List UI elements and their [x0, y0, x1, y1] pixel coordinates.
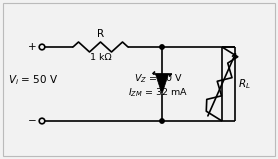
Text: $V_Z$ = 10 V: $V_Z$ = 10 V [134, 73, 182, 85]
Text: $I_{ZM}$ = 32 mA: $I_{ZM}$ = 32 mA [128, 87, 188, 99]
Text: −: − [28, 116, 36, 126]
Text: $V_i$ = 50 V: $V_i$ = 50 V [8, 73, 58, 87]
Polygon shape [155, 74, 168, 94]
Text: R: R [97, 29, 104, 39]
Text: $R_L$: $R_L$ [238, 77, 251, 91]
Circle shape [160, 119, 164, 123]
Circle shape [160, 45, 164, 49]
Text: +: + [28, 42, 36, 52]
Text: 1 kΩ: 1 kΩ [90, 53, 111, 62]
